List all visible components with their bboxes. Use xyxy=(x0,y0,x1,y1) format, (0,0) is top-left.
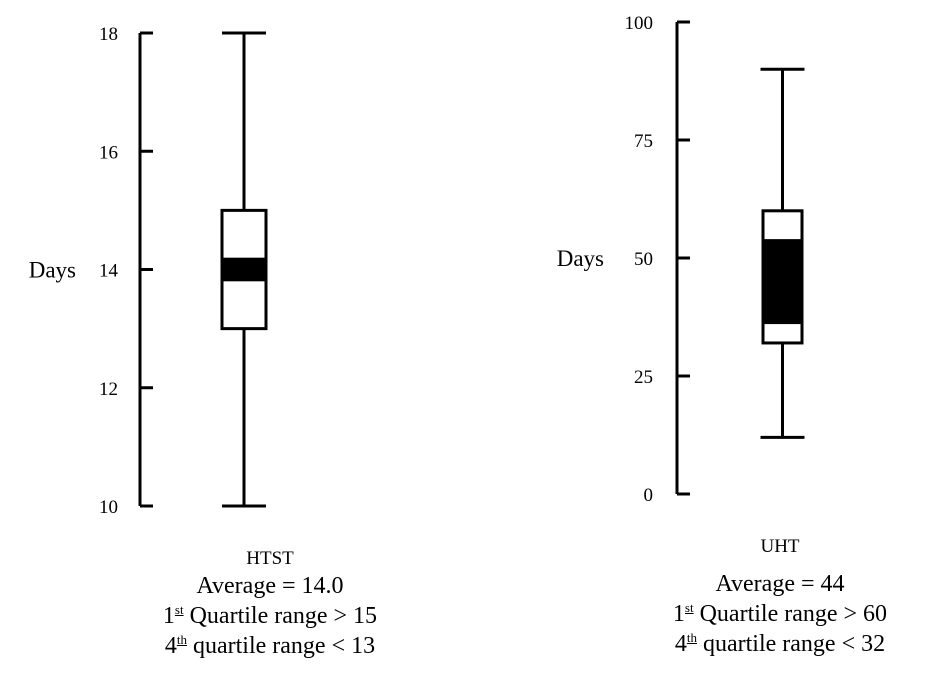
htst-caption: HTST Average = 14.0 1st Quartile range >… xyxy=(120,547,420,661)
uht-y-tick-label: 100 xyxy=(625,13,654,34)
uht-average: Average = 44 xyxy=(715,571,845,597)
uht-category-label: UHT xyxy=(760,536,800,557)
htst-y-axis-label: Days xyxy=(29,258,76,283)
htst-y-tick-label: 12 xyxy=(99,379,118,400)
htst-average: Average = 14.0 xyxy=(196,573,344,599)
htst-y-tick-label: 18 xyxy=(99,24,118,45)
uht-fourth-quartile-note: 4th quartile range < 32 xyxy=(674,630,886,657)
htst-y-tick-label: 10 xyxy=(99,497,118,518)
uht-first-quartile-note: 1st Quartile range > 60 xyxy=(672,600,888,627)
htst-y-tick-label: 16 xyxy=(99,142,118,163)
uht-y-axis-label: Days xyxy=(557,246,604,271)
uht-y-tick-label: 25 xyxy=(634,367,653,388)
uht-caption: UHT Average = 44 1st Quartile range > 60… xyxy=(630,535,930,659)
htst-category-label: HTST xyxy=(246,548,294,569)
htst-first-quartile-note: 1st Quartile range > 15 xyxy=(162,602,378,629)
htst-y-tick-label: 14 xyxy=(99,261,119,282)
uht-y-tick-label: 50 xyxy=(634,249,653,270)
htst-fourth-quartile-note: 4th quartile range < 13 xyxy=(164,632,376,659)
uht-y-tick-label: 75 xyxy=(634,131,653,152)
uht-median-band xyxy=(763,239,802,325)
htst-median-band xyxy=(222,257,266,282)
uht-y-tick-label: 0 xyxy=(644,485,654,506)
